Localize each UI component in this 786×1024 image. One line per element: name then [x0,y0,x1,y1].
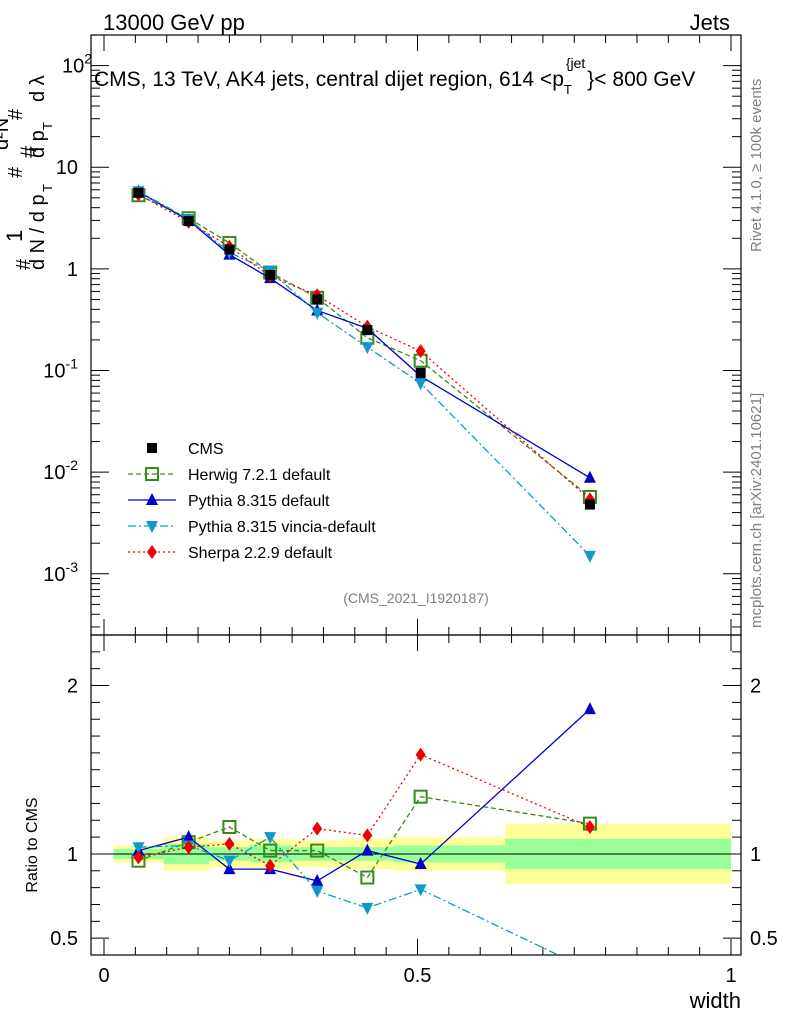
series-group [131,184,597,956]
y-tick-label: 1 [67,259,78,281]
legend-label-sherpa: Sherpa 2.2.9 default [188,545,333,562]
legend-marker-vincia [146,521,158,533]
ratio-point-vincia [414,884,427,897]
ratio-point-sherpa [224,836,235,851]
legend-marker-herwig [145,467,159,481]
ratio-point-pythia [182,830,195,843]
analysis-id: (CMS_2021_I1920187) [343,590,489,606]
ratio-y-axis-label: Ratio to CMS [24,797,41,892]
legend-marker-sherpa [147,545,157,559]
ratio-point-vincia [223,855,236,868]
svg-text:d²N: d²N [0,118,13,150]
legend: CMS Herwig 7.2.1 default Pythia 8.315 defa… [128,441,376,562]
y-tick-label: 10-3 [43,559,78,586]
ratio-tick-label-right: 0.5 [750,928,778,950]
ratio-tick-label-right: 2 [750,676,761,698]
x-axis-label: width [689,988,741,1013]
svg-text:#: # [5,108,27,120]
legend-marker-pythia [146,493,158,505]
svg-text:#: # [16,145,41,158]
svg-text:#: # [5,166,27,178]
header-right: Jets [690,10,730,35]
data-point-cms [312,294,323,305]
ratio-point-pythia [361,843,374,856]
data-point-cms [415,367,426,378]
svg-text:1: 1 [2,230,27,242]
ratio-point-vincia [264,832,277,845]
ratio-line-vincia [138,836,559,956]
y-tick-label: 10 [56,157,78,179]
ratio-point-herwig [310,843,325,858]
ratio-point-vincia [361,902,374,915]
y-axis-label-fraction: # 1 d N / d p T # d²N d p T # d λ [0,75,55,270]
data-point-cms [265,270,276,281]
ratio-point-herwig [222,820,237,834]
legend-label-cms: CMS [188,441,224,458]
ratio-point-herwig [263,843,278,858]
data-point-cms [224,244,235,255]
ratio-point-sherpa [265,858,276,873]
data-point-cms [183,216,194,227]
y-tick-label: 10-2 [43,457,78,484]
data-point-vincia [361,342,374,355]
data-point-pythia [583,470,596,483]
header-left: 13000 GeV pp [103,10,245,35]
y-tick-label: 102 [62,51,92,78]
data-point-cms [133,187,144,198]
line-sherpa [138,193,591,500]
legend-marker-cms [147,443,157,453]
data-point-vincia [311,307,324,320]
ratio-point-vincia [132,842,145,855]
data-point-vincia [583,550,596,563]
ratio-point-vincia [311,886,324,898]
ratio-point-sherpa [584,820,595,834]
data-point-cms [362,325,373,336]
top-y-axis-label: # [16,145,41,158]
line-vincia [138,190,591,557]
x-tick-label: 0.5 [404,965,432,987]
ratio-point-herwig [413,789,428,804]
svg-text:#: # [13,258,35,270]
legend-label-herwig: Herwig 7.2.1 default [188,467,331,484]
ratio-point-sherpa [362,828,373,843]
legend-label-vincia: Pythia 8.315 vincia-default [188,519,376,536]
ratio-point-sherpa [183,840,194,855]
x-tick-label: 1 [725,965,736,987]
y-tick-label: 10-1 [43,356,78,383]
ratio-point-pythia [311,873,324,886]
ratio-point-sherpa [312,821,323,836]
ratio-tick-label-right: 1 [750,844,761,866]
svg-text:d N / d p: d N / d p [27,194,49,270]
ratio-panel-frame [90,634,742,956]
svg-text:d p: d p [27,130,49,158]
data-point-cms [584,499,595,510]
x-tick-label: 0 [98,965,109,987]
ratio-point-sherpa [133,850,144,865]
ratio-point-pythia [414,857,427,870]
ratio-tick-label-left: 2 [67,676,78,698]
ratio-tick-label-left: 1 [67,844,78,866]
legend-label-pythia: Pythia 8.315 default [188,493,330,510]
rivet-version-label: Rivet 4.1.0, ≥ 100k events [748,79,765,252]
svg-text:d λ: d λ [27,75,49,102]
axes-ticks: 10-3 10-2 10-1 1 10 102 0.5 0.5 1 1 2 2 0 0.5 1 [43,34,778,987]
ratio-point-pythia [223,862,236,875]
data-point-sherpa [415,344,426,359]
ratio-point-herwig [360,870,375,885]
svg-text:T: T [40,122,55,130]
mcplots-label: mcplots.cern.ch [arXiv:2401.10621] [748,393,765,628]
plot-title: CMS, 13 TeV, AK4 jets, central dijet reg… [94,55,695,97]
svg-text:T: T [40,184,55,192]
ratio-point-sherpa [415,747,426,762]
ratio-line-pythia [138,708,591,882]
ratio-point-pythia [583,702,596,715]
ratio-tick-label-left: 0.5 [50,928,78,950]
data-point-vincia [414,378,427,391]
